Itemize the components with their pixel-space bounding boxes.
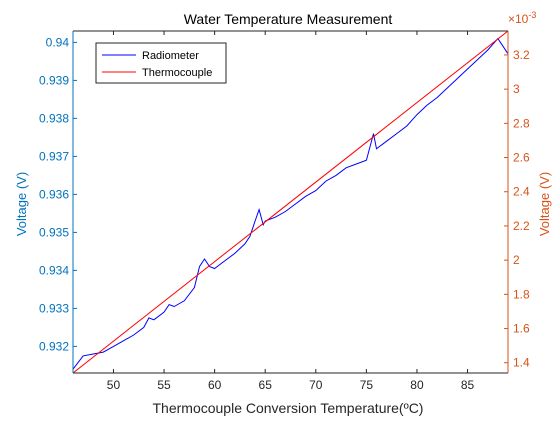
- x-tick-label: 50: [107, 378, 121, 392]
- y-left-tick-label: 0.936: [39, 187, 69, 201]
- y-left-tick-label: 0.932: [39, 339, 69, 353]
- legend-label-radiometer: Radiometer: [142, 50, 199, 62]
- x-axis-label: Thermocouple Conversion Temperature(ºC): [153, 400, 424, 416]
- x-tick-label: 55: [157, 378, 171, 392]
- legend-box: [95, 42, 227, 84]
- y-axis-left-label: Voltage (V): [14, 172, 29, 236]
- y-right-tick-label: 1.8: [513, 287, 530, 301]
- y-right-tick-label: 1.6: [513, 322, 530, 336]
- x-tick-label: 75: [360, 378, 374, 392]
- y-left-tick-label: 0.94: [46, 35, 70, 49]
- y-left-tick-label: 0.937: [39, 149, 69, 163]
- legend-label-thermocouple: Thermocouple: [142, 67, 212, 79]
- y-right-tick-label: 2.2: [513, 219, 530, 233]
- y-left-tick-label: 0.939: [39, 73, 69, 87]
- y-right-tick-label: 3.2: [513, 48, 530, 62]
- exponent-power: -3: [528, 10, 536, 20]
- y-right-tick-label: 1.4: [513, 356, 530, 370]
- series-line-thermocouple: [73, 31, 508, 373]
- y-right-tick-label: 2.6: [513, 151, 530, 165]
- y-left-tick-label: 0.934: [39, 263, 69, 277]
- y-right-tick-label: 2.4: [513, 185, 530, 199]
- y-left-tick-label: 0.938: [39, 111, 69, 125]
- y-right-tick-label: 2.8: [513, 116, 530, 130]
- x-tick-label: 80: [410, 378, 424, 392]
- y-left-tick-label: 0.933: [39, 301, 69, 315]
- y-right-tick-label: 3: [513, 82, 520, 96]
- exponent-base: ×10: [508, 12, 529, 26]
- x-tick-label: 85: [461, 378, 475, 392]
- y-left-tick-label: 0.935: [39, 225, 69, 239]
- x-tick-label: 65: [259, 378, 273, 392]
- y-right-tick-label: 2: [513, 253, 520, 267]
- y-axis-right-exponent: ×10-3: [508, 10, 536, 26]
- x-tick-label: 60: [208, 378, 222, 392]
- chart-title: Water Temperature Measurement: [184, 11, 393, 27]
- y-axis-right-label: Voltage (V): [537, 172, 552, 236]
- x-tick-label: 70: [309, 378, 323, 392]
